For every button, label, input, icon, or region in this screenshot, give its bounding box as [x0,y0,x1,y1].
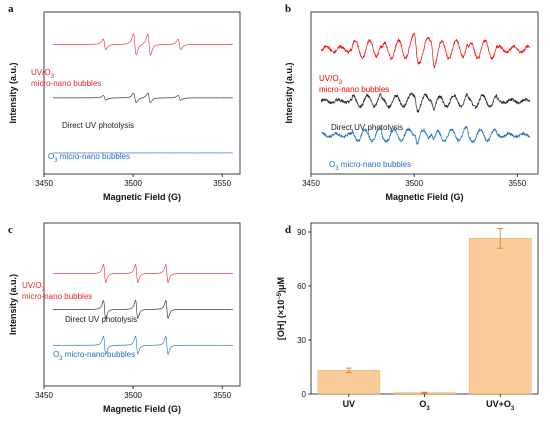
x-tick-label: 3550 [213,179,231,188]
y-axis-label: [OH] (×10−5)μM [276,277,286,340]
series-line [52,335,233,355]
series-line [52,33,233,56]
series-line [52,92,233,104]
series-label: Direct UV photolysis [62,121,134,130]
y-axis-label: Intensity (a.u.) [8,62,18,123]
x-tick-label: 3500 [124,179,142,188]
y-tick-label: 90 [297,228,306,237]
x-tick-label: 3500 [405,179,423,188]
subscript: 3 [59,356,63,362]
x-axis-label: Magnetic Field (G) [385,192,463,202]
panel-c: c 3450 3500 3550 Magnetic Field (G) Intensity… [8,222,241,414]
x-tick-label: 3500 [124,391,142,400]
x-axis-label: Magnetic Field (G) [103,192,181,202]
series-line [52,299,233,319]
series-line [321,125,531,145]
panel-label: b [285,3,291,15]
plot-frame [43,11,241,175]
x-tick-label: 3450 [302,179,320,188]
panel-label: a [8,3,14,15]
series-label: Direct UV photolysis [65,315,137,324]
y-axis-label: Intensity (a.u.) [8,274,18,335]
x-tick-label: 3450 [35,179,53,188]
y-tick-label: 60 [297,282,306,291]
series-label-line2: micro-nano bubbles [31,79,101,88]
plot-frame [310,11,539,175]
plot-frame [43,222,241,387]
bar [468,238,532,395]
x-tick-label: 3450 [35,391,53,400]
subscript: 3 [339,80,343,86]
y-axis-label-end: )μM [276,277,286,293]
y-tick-label: 30 [297,336,306,345]
subscript: 3 [335,166,339,172]
series-label-line2: micro-nano bubbles [22,292,92,301]
panel-d: d 0 30 60 90 [OH] (×10−5)μM UV O3 UV+O3 [276,222,539,412]
series-label: O3 micro-nano bubbles [53,350,135,362]
x-tick-label: UV+O3 [486,399,515,412]
panel-label: c [8,224,13,236]
series-line [52,263,233,284]
panel-label: d [285,224,291,236]
superscript: −5 [277,292,283,300]
y-axis-label: Intensity (a.u.) [284,62,294,123]
series-line [320,91,531,113]
panel-b: b 3450 3500 3550 Magnetic Field (G) Intensity… [284,3,539,202]
series-label-rest: micro-nano bubbles [339,160,411,169]
subscript: 3 [42,287,46,293]
y-tick-label: 0 [302,390,307,399]
series-line [321,32,531,69]
bar [317,369,381,395]
series-label: O3 micro-nano bubbles [48,152,130,164]
subscript: 3 [51,74,55,80]
series-label-rest: micro-nano bubbles [63,350,135,359]
x-tick-label: O3 [419,399,430,412]
series-label: O3 micro-nano bubbles [329,160,411,172]
subscript: 3 [54,158,58,164]
subscript: 3 [511,406,515,412]
series-label: Direct UV photolysis [331,123,403,132]
x-axis-label: Magnetic Field (G) [103,404,181,414]
x-tick-label: UV [343,399,356,409]
subscript: 3 [426,406,430,412]
x-tick-label: 3550 [213,391,231,400]
panel-a: a 3450 3500 3550 Magnetic Field (G) Intensity… [8,3,241,202]
x-tick-label: 3550 [508,179,526,188]
series-label-line2: micro-nano bubbles [319,85,389,94]
series-label-rest: micro-nano bubbles [58,152,130,161]
